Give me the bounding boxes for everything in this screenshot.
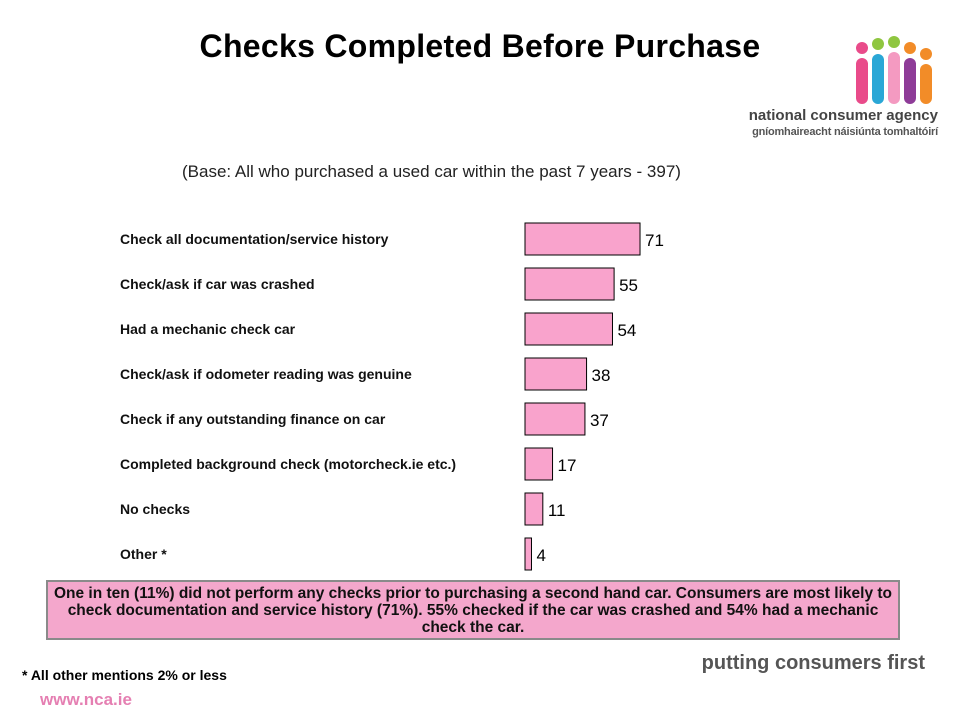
value-label: 55 [619, 276, 638, 295]
category-label: Completed background check (motorcheck.i… [120, 456, 456, 472]
summary-callout: One in ten (11%) did not perform any che… [46, 580, 900, 640]
category-label: Check/ask if car was crashed [120, 276, 315, 292]
footnote: * All other mentions 2% or less [22, 667, 227, 683]
nca-logo: national consumer agency gníomhaireacht … [728, 36, 938, 148]
website-link[interactable]: www.nca.ie [40, 690, 132, 709]
bar [524, 312, 613, 346]
logo-name: national consumer agency [748, 107, 938, 124]
category-label: Check/ask if odometer reading was genuin… [120, 366, 412, 382]
value-label: 38 [592, 366, 611, 385]
category-label: Check all documentation/service history [120, 231, 389, 247]
value-label: 37 [590, 411, 609, 430]
logo-irish-name: gníomhaireacht náisiúnta tomhaltóirí [752, 126, 938, 138]
tagline: putting consumers first [701, 652, 925, 674]
bar [524, 447, 554, 481]
bar [524, 402, 586, 436]
category-label: Had a mechanic check car [120, 321, 296, 337]
page-title: Checks Completed Before Purchase [199, 28, 761, 64]
value-label: 54 [617, 321, 636, 340]
bar-chart: Check all documentation/service history 7… [120, 222, 664, 571]
value-label: 17 [558, 456, 577, 475]
people-logo-icon [856, 36, 932, 104]
value-label: 11 [548, 501, 566, 520]
value-label: 4 [536, 546, 545, 565]
value-label: 71 [645, 231, 664, 250]
bar [524, 222, 641, 256]
category-label: Other * [120, 546, 167, 562]
bar [524, 537, 532, 571]
bar [524, 492, 544, 526]
chart-subtitle: (Base: All who purchased a used car with… [182, 162, 681, 181]
bar [524, 267, 615, 301]
bar [524, 357, 588, 391]
category-label: Check if any outstanding finance on car [120, 411, 386, 427]
category-label: No checks [120, 501, 190, 517]
